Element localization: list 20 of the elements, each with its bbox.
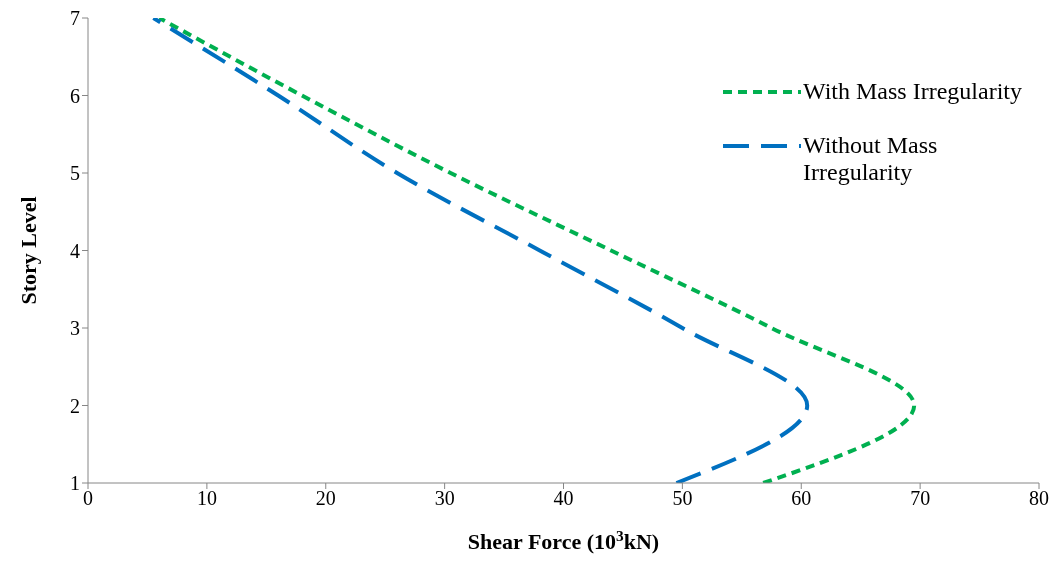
x-tick-label: 20	[315, 487, 336, 510]
y-tick-label: 1	[70, 472, 80, 495]
x-tick-label: 0	[83, 487, 93, 510]
y-tick-label: 3	[70, 317, 80, 340]
x-tick-label: 70	[910, 487, 931, 510]
x-tick-label: 10	[196, 487, 217, 510]
y-tick-label: 4	[70, 239, 80, 262]
y-tick-label: 2	[70, 394, 80, 417]
y-tick-label: 7	[70, 7, 80, 30]
x-tick-label: 50	[672, 487, 693, 510]
legend-label: Without Mass Irregularity	[803, 132, 939, 186]
legend-label: With Mass Irregularity	[803, 78, 1023, 105]
x-tick-label: 30	[434, 487, 455, 510]
y-tick-label: 6	[70, 84, 80, 107]
x-tick-label: 60	[791, 487, 812, 510]
x-tick-label: 40	[553, 487, 574, 510]
x-tick-label: 80	[1029, 487, 1049, 510]
y-tick-label: 5	[70, 162, 80, 185]
x-axis-title: Shear Force (10$^{3}$kN)	[467, 526, 660, 554]
y-axis-title: Story Level	[16, 196, 41, 305]
